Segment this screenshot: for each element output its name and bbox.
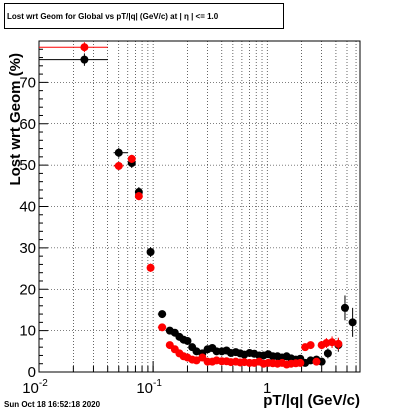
chart-title: Lost wrt Geom for Global vs pT/|q| (GeV/… xyxy=(7,11,219,21)
data-point xyxy=(312,357,321,366)
x-tick-exponent: -2 xyxy=(39,378,48,389)
timestamp: Sun Oct 18 16:52:18 2020 xyxy=(4,400,101,409)
data-point xyxy=(340,303,349,312)
data-point xyxy=(323,349,332,358)
data-point xyxy=(80,55,89,64)
data-points xyxy=(39,42,357,369)
x-tick-base: 10 xyxy=(136,380,153,397)
data-point xyxy=(334,339,343,348)
x-tick-label: 10-1 xyxy=(136,378,162,397)
y-tick-label: 0 xyxy=(28,364,36,381)
y-axis-label: Lost wrt Geom (%) xyxy=(7,53,24,186)
x-tick-base: 10 xyxy=(22,380,39,397)
y-tick-label: 20 xyxy=(19,281,36,298)
x-tick-base: 1 xyxy=(263,380,271,397)
data-point xyxy=(146,248,155,257)
x-axis-label: pT/|q| (GeV/c) xyxy=(263,392,360,409)
y-tick-label: 40 xyxy=(19,199,36,216)
x-tick-labels: 10-2 10-1 1 xyxy=(22,378,271,397)
data-point xyxy=(306,341,315,350)
data-point xyxy=(158,323,167,332)
data-point xyxy=(158,310,167,319)
chart-title-box: Lost wrt Geom for Global vs pT/|q| (GeV/… xyxy=(4,3,284,29)
data-point xyxy=(146,263,155,272)
data-point xyxy=(134,192,143,201)
data-point xyxy=(348,318,357,327)
y-tick-label: 30 xyxy=(19,240,36,257)
x-tick-label: 10-2 xyxy=(22,378,48,397)
y-tick-label: 70 xyxy=(19,74,36,91)
data-point xyxy=(183,336,192,345)
data-point xyxy=(328,338,337,347)
x-tick-label: 1 xyxy=(263,380,271,397)
data-point xyxy=(127,154,136,163)
y-tick-label: 60 xyxy=(19,116,36,133)
data-point xyxy=(114,161,123,170)
grid xyxy=(39,41,360,372)
series-1 xyxy=(39,42,343,369)
axis-ticks xyxy=(38,40,357,373)
data-point xyxy=(80,43,89,52)
y-tick-label: 10 xyxy=(19,323,36,340)
x-tick-exponent: -1 xyxy=(153,378,162,389)
data-point xyxy=(114,148,123,157)
y-tick-labels: 0 10 20 30 40 50 60 70 xyxy=(19,74,36,381)
y-tick-label: 50 xyxy=(19,157,36,174)
data-point xyxy=(296,358,305,367)
